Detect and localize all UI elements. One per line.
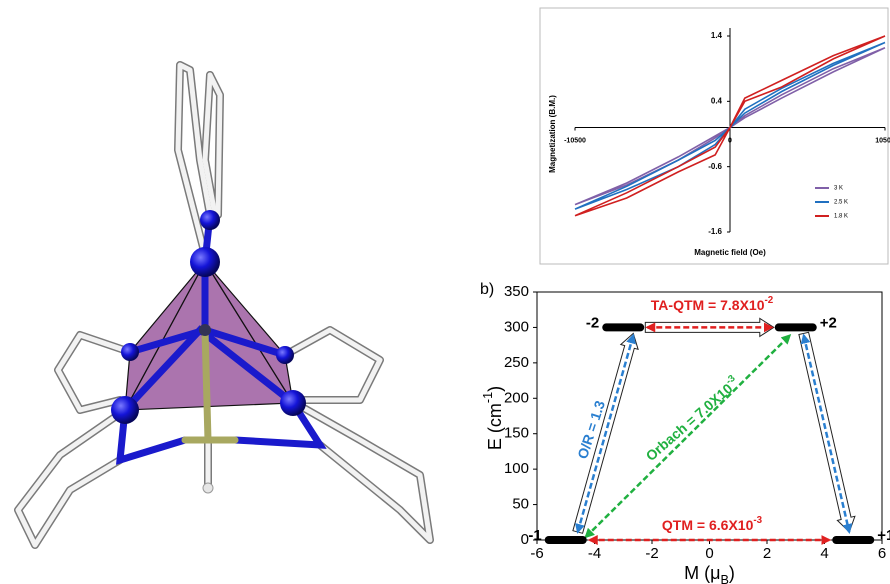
y-tick-label: 150 [504,425,529,442]
y-tick-label: 0 [521,531,529,548]
text-part: Orbach = 7.0X10 [642,380,735,464]
x-tick-label: -4 [588,545,601,562]
transition-arrow [644,317,775,338]
text-part: -1 [481,392,495,403]
text-part: TA-QTM = 7.8X10 [651,297,765,313]
y-tick-label: 300 [504,318,529,335]
y-tick-label: 100 [504,460,529,477]
x-tick-label: 6 [878,545,886,562]
level-label: -1 [528,527,541,544]
x-tick-label: -6 [530,545,543,562]
text-part: E (cm [485,403,505,450]
x-tick-label: 0 [705,545,713,562]
y-tick-label: 200 [504,389,529,406]
x-tick-label: 10500 [875,137,890,144]
y-axis-label: E (cm-1) [481,386,504,450]
transition-dashed [584,334,792,539]
annotation: TA-QTM = 7.8X10-2 [651,295,774,313]
level-label: +2 [820,314,837,331]
x-tick-label: 4 [820,545,828,562]
text-part: QTM = 6.6X10 [662,517,754,533]
panel-frame [539,7,889,265]
series-line [574,47,886,206]
x-tick-label: -2 [645,545,658,562]
annotation: Orbach = 7.0X10-3 [641,373,742,464]
transition-dashed [800,333,853,534]
legend-label: 1.8 K [834,214,848,220]
text-part: -3 [753,515,762,526]
x-axis-label: M (μB) [684,563,735,584]
y-tick-label: -1.6 [708,227,722,236]
y-tick-label: 0.4 [711,96,723,105]
legend-label: 3 K [834,186,843,192]
panel-label: b) [480,281,494,298]
y-axis-label: Magnetization (B.M.) [548,95,557,173]
y-tick-label: 1.4 [711,31,723,40]
legend-label: 2.5 K [834,200,848,206]
text-part: ) [485,386,505,392]
text-part: B [720,573,728,584]
x-tick-label: 2 [763,545,771,562]
text-part: ) [729,563,735,583]
level-label: +1 [877,527,890,544]
series-line [574,41,886,210]
y-tick-label: -0.6 [708,162,722,171]
text-part: -2 [765,295,774,306]
level-label: -2 [586,314,599,331]
y-tick-label: 250 [504,354,529,371]
annotation: QTM = 6.6X10-3 [662,515,763,533]
y-tick-label: 350 [504,283,529,300]
text-part: M (μ [684,563,720,583]
x-tick-label: 0 [728,137,732,144]
series-line [574,35,886,217]
y-tick-label: 50 [512,496,529,513]
x-tick-label: -10500 [564,137,586,144]
x-axis-label: Magnetic field (Oe) [694,248,766,257]
molecule [18,65,430,545]
